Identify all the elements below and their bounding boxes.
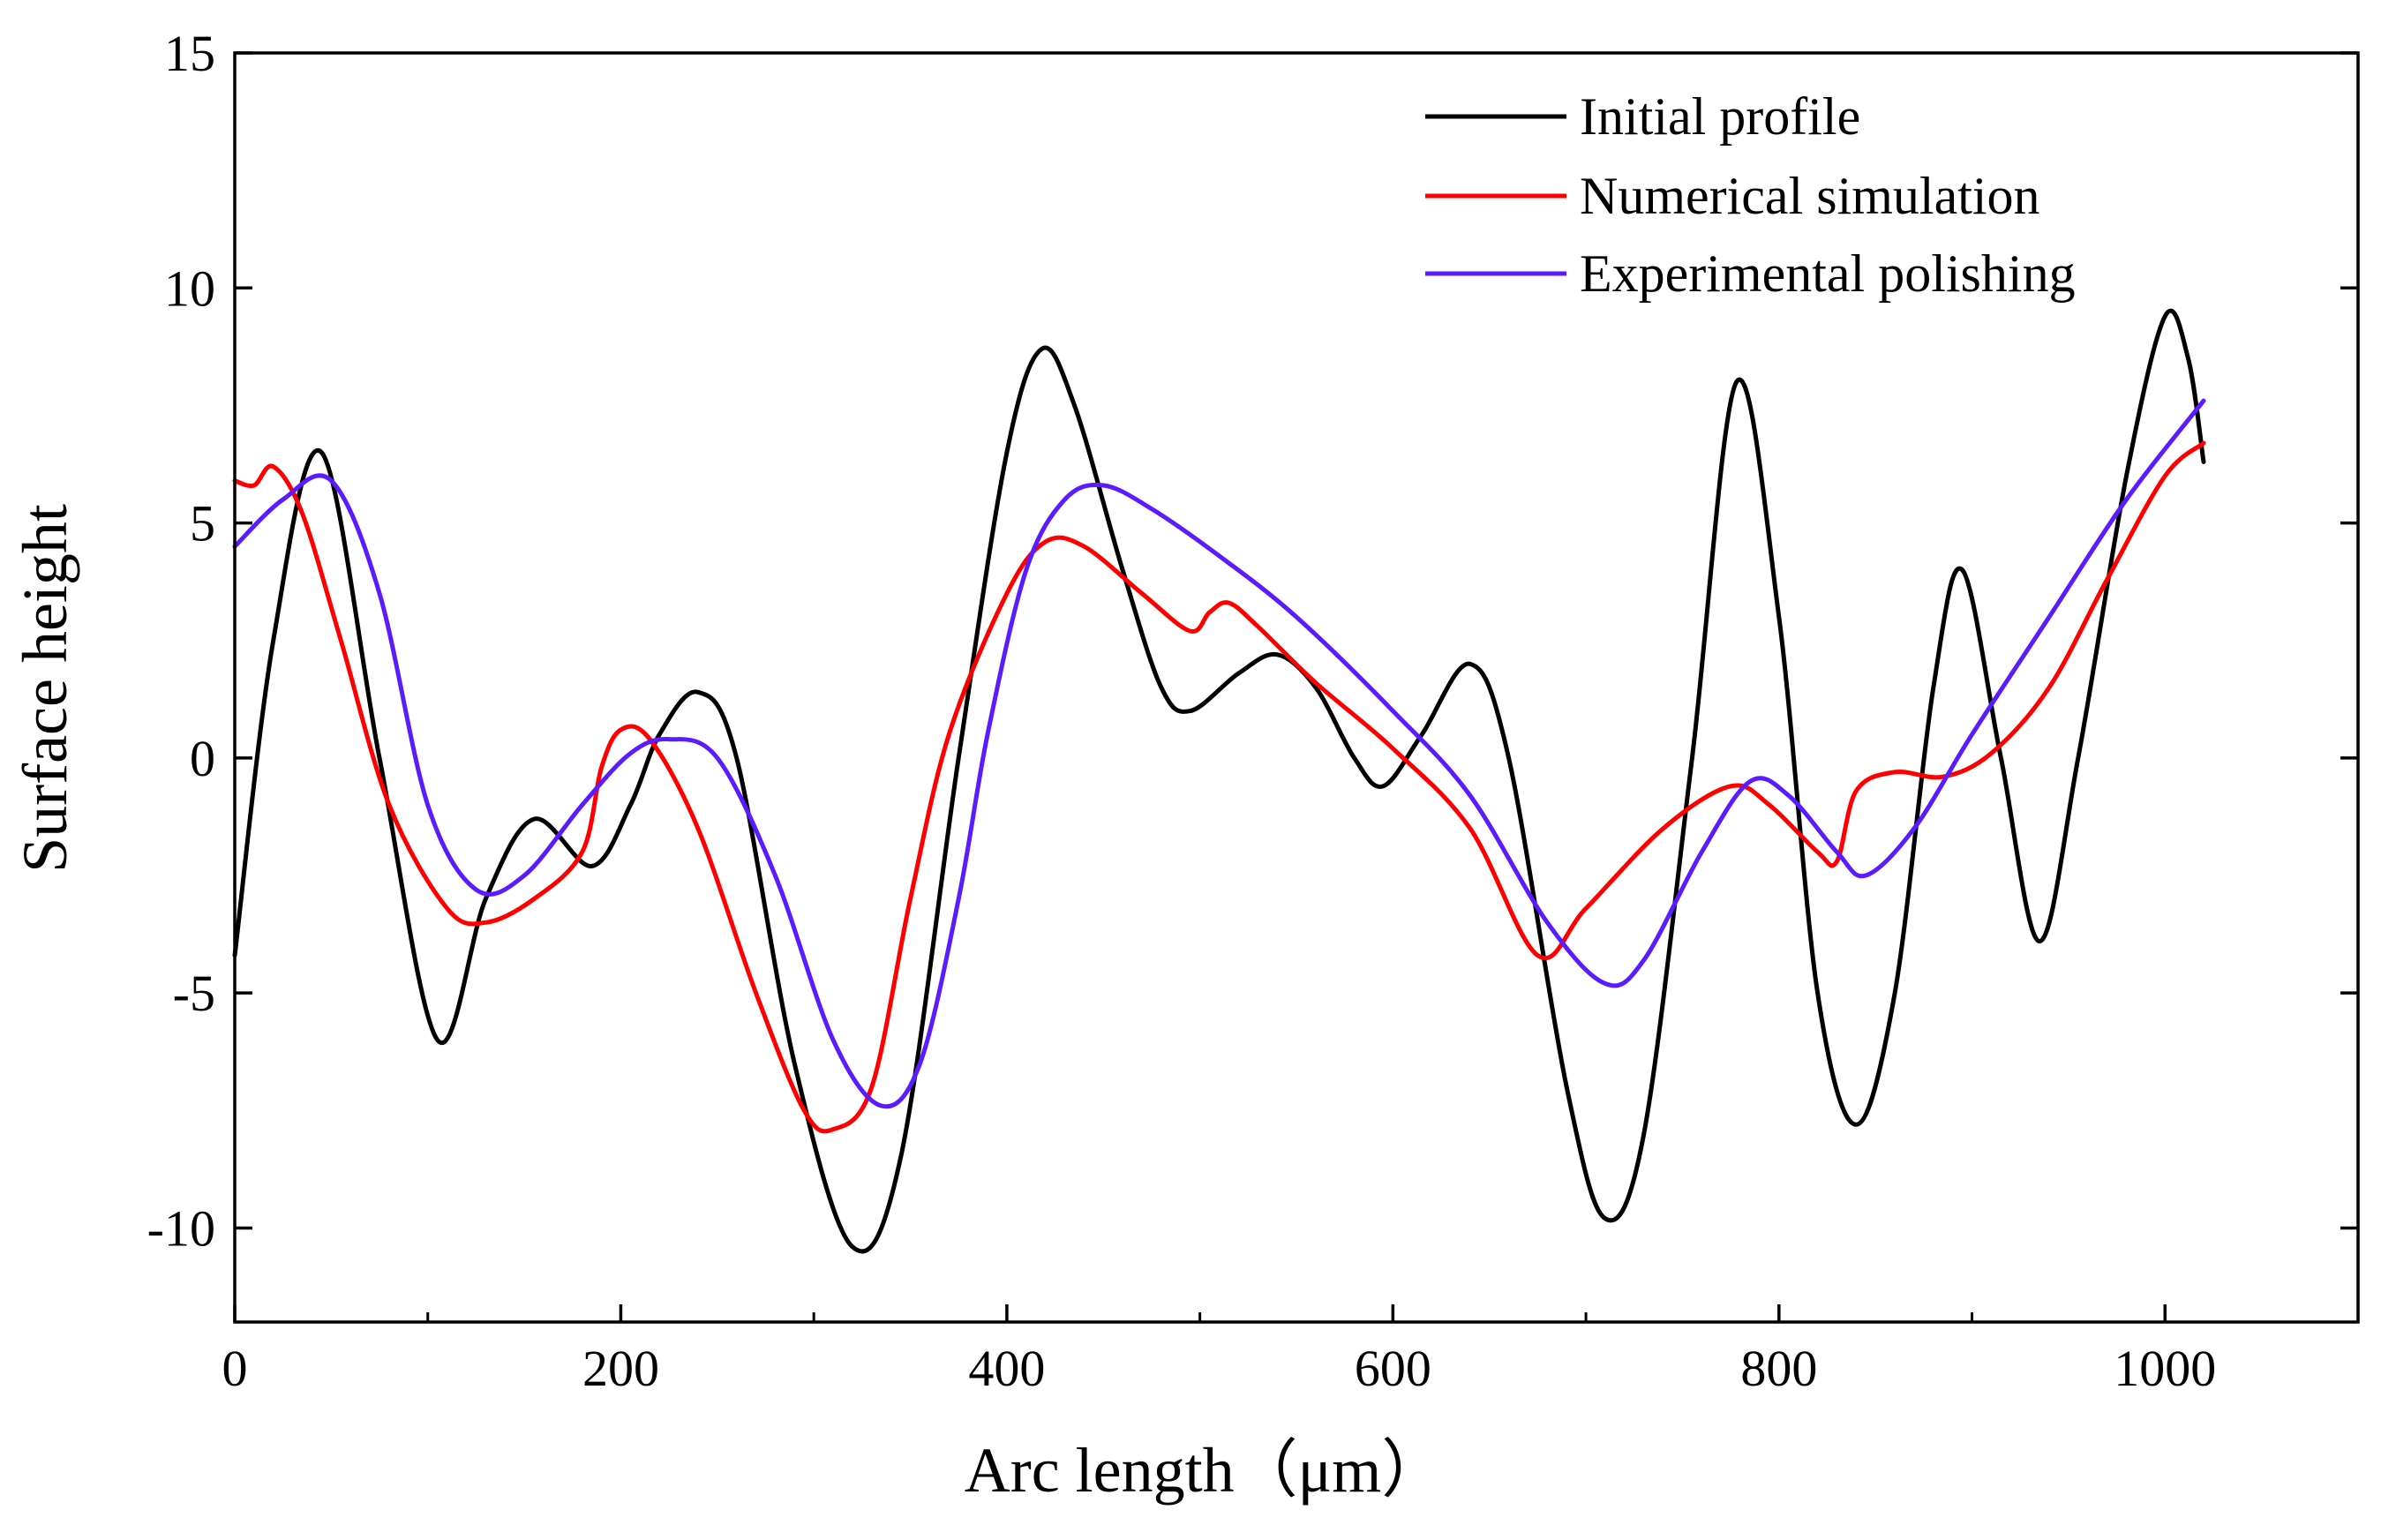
x-tick-label: 800 (1740, 1340, 1817, 1397)
x-tick-label: 600 (1355, 1340, 1431, 1397)
ticks: 0 200 400 600 800 1000 -10 -5 0 5 10 15 (147, 25, 2358, 1397)
y-tick-label: 5 (190, 495, 215, 552)
x-tick-label: 400 (968, 1340, 1045, 1397)
x-tick-label: 0 (222, 1340, 248, 1397)
legend-label-experimental-polishing: Experimental polishing (1580, 244, 2076, 303)
series-line-experimental-polishing (232, 398, 2206, 1109)
series-line-initial-profile (232, 308, 2206, 1254)
x-tick-label: 200 (582, 1340, 659, 1397)
y-tick-label: -5 (173, 965, 215, 1022)
legend-label-numerical-simulation: Numerical simulation (1580, 167, 2040, 225)
y-tick-label: 0 (190, 730, 215, 787)
legend-label-initial-profile: Initial profile (1580, 87, 1860, 146)
y-tick-label: -10 (147, 1199, 215, 1257)
series-line-numerical-simulation (232, 440, 2206, 1134)
axes (233, 51, 2360, 1324)
y-axis-title: Surface height (10, 504, 80, 873)
x-tick-label: 1000 (2114, 1340, 2216, 1397)
y-tick-label: 10 (164, 259, 215, 317)
legend: Initial profile Numerical simulation Exper… (1425, 87, 2076, 303)
series-layer (232, 308, 2206, 1254)
y-tick-label: 15 (164, 25, 215, 82)
x-axis-title: Arc length（μm） (965, 1435, 1446, 1506)
plot-frame (233, 51, 2360, 1324)
